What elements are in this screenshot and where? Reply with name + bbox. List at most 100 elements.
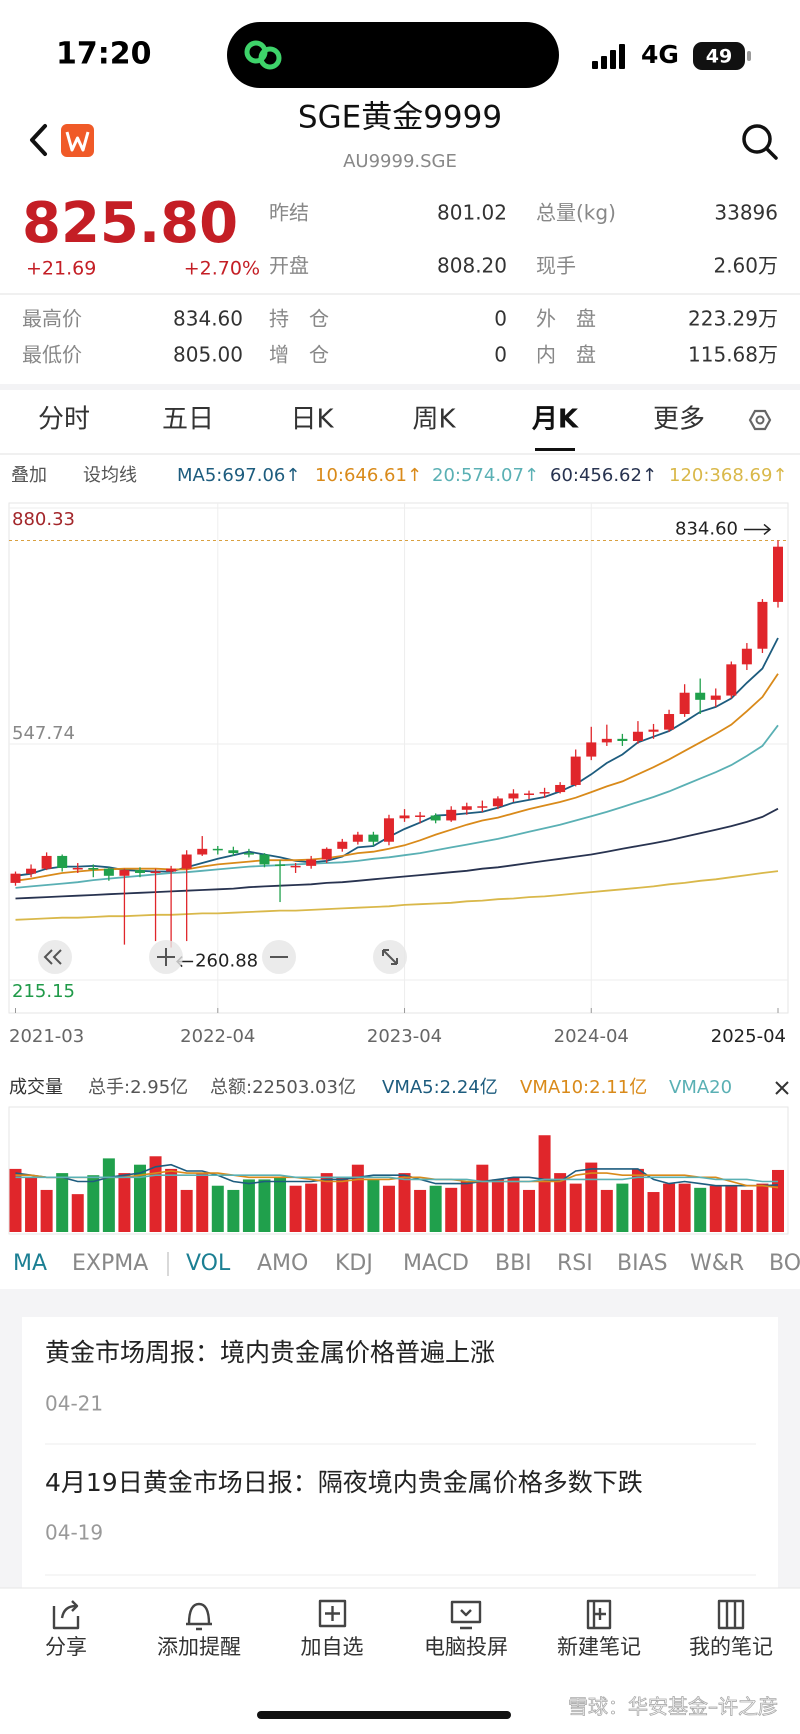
low-marker-label: 260.88 (195, 951, 258, 972)
indicator-tab[interactable]: MA (13, 1251, 47, 1276)
volume-bar (133, 1164, 146, 1232)
volume-header: VMA20 (669, 1077, 732, 1098)
indicator-tab[interactable]: MACD (403, 1251, 469, 1276)
volume-bar (476, 1164, 489, 1232)
x-tick-label: 2024-04 (554, 1026, 629, 1047)
volume-bar (211, 1185, 224, 1232)
volume-bar (196, 1173, 209, 1232)
volume-bar (772, 1169, 784, 1232)
indicator-tab[interactable]: EXPMA (72, 1251, 148, 1276)
period-tab[interactable]: 月K (531, 405, 579, 435)
indicator-tab[interactable]: AMO (257, 1251, 308, 1276)
period-tab[interactable]: 五日 (162, 405, 214, 435)
field-value: 808.20 (437, 254, 507, 278)
candle-body (695, 692, 706, 700)
price-change-pct: +2.70% (184, 258, 260, 280)
candle-body (726, 664, 737, 696)
volume-bar (258, 1179, 271, 1232)
island-icon (244, 40, 282, 70)
stat-value: 805.00 (173, 343, 243, 367)
ma-button[interactable]: 叠加 (11, 465, 47, 486)
price-change: +21.69 (26, 258, 96, 280)
status-battery: 49 (706, 46, 732, 68)
volume-bar (102, 1158, 115, 1232)
candle-body (461, 806, 472, 810)
status-network: 4G (641, 40, 679, 69)
settings-button[interactable] (748, 409, 772, 431)
candle-body (26, 868, 37, 874)
indicator-tab[interactable]: BIAS (617, 1251, 668, 1276)
ma-button[interactable]: 设均线 (83, 465, 137, 486)
toolbar-button[interactable]: 新建笔记 (557, 1635, 641, 1659)
candle-body (57, 855, 68, 868)
toolbar-button[interactable]: 分享 (45, 1635, 87, 1659)
ma-line (15, 673, 779, 882)
volume-header: VMA10:2.11亿 (520, 1077, 647, 1098)
volume-bar (9, 1168, 22, 1232)
volume-bar (398, 1173, 411, 1232)
candle-body (259, 854, 270, 865)
news-title[interactable]: 4月19日黄金市场日报：隔夜境内贵金属价格多数下跌 (45, 1468, 643, 1497)
toolbar-button[interactable]: 我的笔记 (689, 1635, 773, 1659)
volume-bar (40, 1189, 53, 1232)
watermark: 雪球：华安基金–许之彦 (568, 1695, 778, 1719)
candle-body (72, 867, 83, 870)
stat-label: 内 盘 (536, 343, 596, 367)
stat-value: 115.68万 (688, 343, 778, 367)
volume-bar (507, 1177, 520, 1232)
signal-icon (592, 44, 625, 69)
field-label: 开盘 (269, 254, 309, 278)
volume-bar (87, 1175, 100, 1232)
candle-body (134, 870, 145, 873)
volume-bar (554, 1173, 567, 1232)
toolbar-button[interactable]: 添加提醒 (157, 1635, 241, 1659)
stat-value: 0 (494, 343, 507, 367)
legend-entry: 20:574.07↑ (432, 465, 539, 486)
news-title[interactable]: 黄金市场周报：境内贵金属价格普遍上涨 (45, 1338, 495, 1367)
page-title: SGE黄金9999 (298, 100, 502, 136)
candle-body (181, 854, 192, 869)
volume-header: VMA5:2.24亿 (382, 1077, 498, 1098)
period-tab[interactable]: 周K (412, 405, 456, 435)
toolbar-button[interactable]: 加自选 (301, 1635, 364, 1659)
volume-bar (491, 1179, 504, 1232)
toolbar-button[interactable]: 电脑投屏 (424, 1635, 508, 1659)
high-marker-label: 834.60 (675, 518, 738, 539)
volume-bar (71, 1194, 84, 1232)
period-tab[interactable]: 分时 (38, 405, 90, 435)
close-volume-button[interactable] (775, 1081, 789, 1095)
back-button[interactable] (30, 124, 47, 156)
volume-bar (367, 1179, 380, 1232)
candle-body (477, 806, 488, 808)
stat-value: 223.29万 (688, 307, 778, 331)
candle-body (10, 873, 21, 883)
indicator-tab[interactable]: BO (769, 1251, 800, 1276)
volume-bar (274, 1177, 287, 1232)
volume-bar (740, 1189, 753, 1232)
volume-bar (616, 1183, 629, 1232)
period-tab[interactable]: 更多 (653, 405, 705, 435)
indicator-tab[interactable]: BBI (495, 1251, 532, 1276)
candle-body (601, 738, 612, 743)
stat-label: 外 盘 (536, 307, 596, 331)
indicator-tab[interactable]: KDJ (335, 1251, 373, 1276)
volume-bar (523, 1189, 536, 1232)
volume-bar (631, 1168, 644, 1232)
candle-body (243, 853, 254, 855)
field-label: 总量(kg) (536, 201, 616, 225)
search-button[interactable] (742, 124, 778, 160)
status-time: 17:20 (56, 37, 152, 72)
volume-bar (118, 1173, 131, 1232)
y-tick-label: 880.33 (12, 509, 75, 530)
volume-header: 总手:2.95亿 (88, 1077, 188, 1098)
indicator-tab[interactable]: RSI (557, 1251, 593, 1276)
candle-body (383, 818, 394, 842)
period-tab[interactable]: 日K (290, 405, 334, 435)
indicator-tab[interactable]: W&R (690, 1251, 744, 1276)
candle-body (352, 834, 363, 842)
indicator-tab[interactable]: VOL (186, 1251, 231, 1276)
app-logo-mark (65, 131, 90, 152)
volume-bar (569, 1183, 582, 1232)
volume-bar (538, 1135, 551, 1232)
